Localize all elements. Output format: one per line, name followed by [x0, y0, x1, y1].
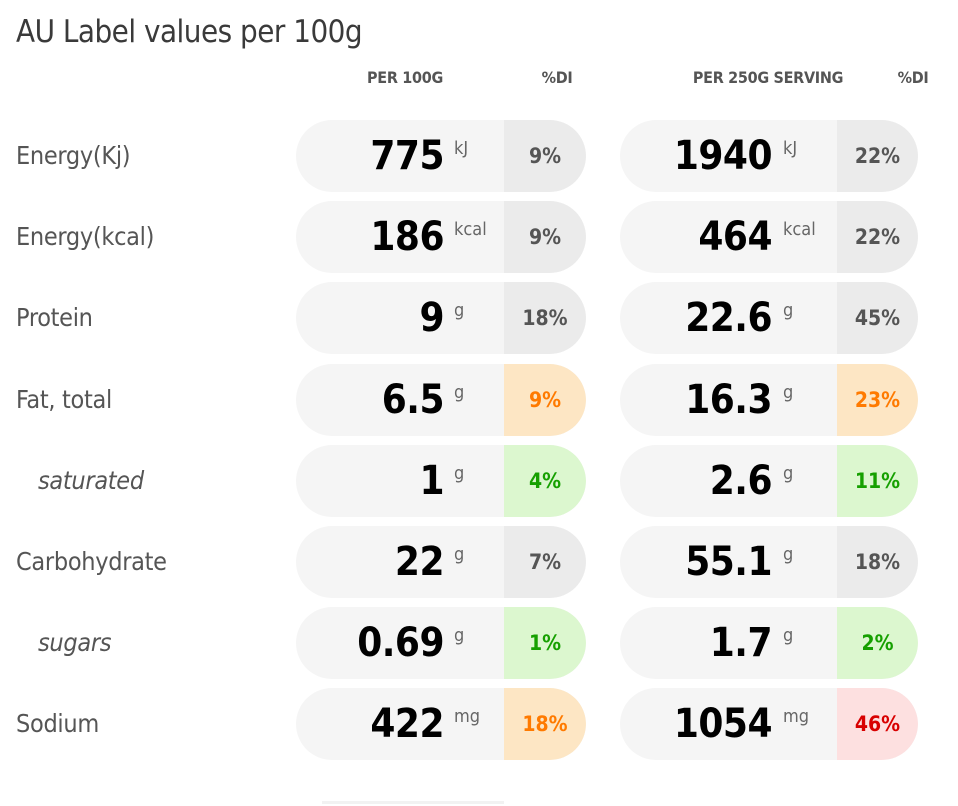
per-serving-value: 1.7 [709, 620, 773, 666]
per-serving-unit: g [783, 382, 794, 403]
per-100g-cell: 0.69 g 1% [296, 607, 586, 679]
per-100g-di-badge: 9% [504, 120, 586, 192]
per-100g-value: 0.69 [357, 620, 444, 666]
per-serving-di-badge: 18% [837, 526, 918, 598]
per-serving-cell: 16.3 g 23% [620, 364, 918, 436]
per-100g-cell: 422 mg 18% [296, 688, 586, 760]
per-serving-di-badge: 23% [837, 364, 918, 436]
column-header-di-100g: %DI [541, 68, 573, 87]
per-serving-cell: 55.1 g 18% [620, 526, 918, 598]
per-100g-cell: 6.5 g 9% [296, 364, 586, 436]
per-100g-unit: g [454, 300, 465, 321]
per-serving-di-badge: 11% [837, 445, 918, 517]
per-serving-unit: g [783, 300, 794, 321]
per-serving-unit: g [783, 544, 794, 565]
nutrient-row: Protein 9 g 18% 22.6 g 45% [0, 282, 958, 354]
per-100g-di-badge: 18% [504, 688, 586, 760]
per-serving-value: 464 [698, 214, 772, 260]
nutrient-row: Carbohydrate 22 g 7% 55.1 g 18% [0, 526, 958, 598]
nutrient-label: sugars [38, 628, 112, 657]
nutrient-row: saturated 1 g 4% 2.6 g 11% [0, 445, 958, 517]
per-serving-di-badge: 46% [837, 688, 918, 760]
per-serving-value: 1940 [673, 133, 773, 179]
per-100g-cell: 1 g 4% [296, 445, 586, 517]
per-serving-cell: 22.6 g 45% [620, 282, 918, 354]
per-100g-di-badge: 4% [504, 445, 586, 517]
per-100g-cell: 775 kJ 9% [296, 120, 586, 192]
per-serving-value: 2.6 [709, 458, 773, 504]
per-serving-unit: g [783, 625, 794, 646]
per-100g-unit: g [454, 625, 465, 646]
nutrient-label: saturated [38, 466, 144, 495]
per-serving-unit: kJ [783, 138, 798, 159]
per-serving-unit: g [783, 463, 794, 484]
per-serving-di-badge: 22% [837, 120, 918, 192]
per-serving-di-badge: 2% [837, 607, 918, 679]
per-serving-di-badge: 45% [837, 282, 918, 354]
per-serving-di-badge: 22% [837, 201, 918, 273]
per-100g-di-badge: 9% [504, 201, 586, 273]
per-100g-unit: mg [454, 706, 481, 727]
per-100g-value: 1 [419, 458, 444, 504]
per-100g-unit: g [454, 382, 465, 403]
per-100g-value: 6.5 [381, 377, 445, 423]
per-100g-cell: 186 kcal 9% [296, 201, 586, 273]
per-100g-unit: g [454, 544, 465, 565]
page-title: AU Label values per 100g [16, 14, 363, 50]
per-serving-unit: mg [783, 706, 810, 727]
per-serving-cell: 1940 kJ 22% [620, 120, 918, 192]
per-100g-unit: kJ [454, 138, 469, 159]
per-serving-cell: 2.6 g 11% [620, 445, 918, 517]
nutrient-label: Energy(kcal) [16, 222, 155, 251]
nutrient-label: Carbohydrate [16, 547, 167, 576]
nutrient-label: Energy(Kj) [16, 141, 131, 170]
per-100g-value: 9 [419, 295, 444, 341]
per-serving-cell: 1054 mg 46% [620, 688, 918, 760]
column-header-per-serving: PER 250G SERVING [692, 68, 844, 87]
per-100g-di-badge: 9% [504, 364, 586, 436]
per-serving-value: 22.6 [685, 295, 772, 341]
per-serving-cell: 1.7 g 2% [620, 607, 918, 679]
per-serving-value: 55.1 [685, 539, 772, 585]
per-100g-cell: 22 g 7% [296, 526, 586, 598]
column-header-per-100g: PER 100G [367, 68, 443, 87]
per-serving-unit: kcal [783, 219, 816, 240]
per-100g-di-badge: 1% [504, 607, 586, 679]
per-100g-value: 186 [370, 214, 444, 260]
nutrient-label: Sodium [16, 709, 99, 738]
per-100g-unit: g [454, 463, 465, 484]
nutrient-row: Energy(Kj) 775 kJ 9% 1940 kJ 22% [0, 120, 958, 192]
per-serving-cell: 464 kcal 22% [620, 201, 918, 273]
per-100g-cell: 9 g 18% [296, 282, 586, 354]
per-100g-value: 422 [370, 701, 444, 747]
per-100g-value: 775 [370, 133, 444, 179]
nutrient-row: sugars 0.69 g 1% 1.7 g 2% [0, 607, 958, 679]
nutrient-row: Sodium 422 mg 18% 1054 mg 46% [0, 688, 958, 760]
column-header-di-serving: %DI [897, 68, 929, 87]
nutrient-row: Energy(kcal) 186 kcal 9% 464 kcal 22% [0, 201, 958, 273]
per-serving-value: 16.3 [685, 377, 772, 423]
nutrient-label: Fat, total [16, 385, 112, 414]
per-100g-di-badge: 18% [504, 282, 586, 354]
nutrient-label: Protein [16, 303, 93, 332]
divider [322, 801, 504, 804]
per-serving-value: 1054 [673, 701, 773, 747]
per-100g-unit: kcal [454, 219, 487, 240]
per-100g-value: 22 [394, 539, 445, 585]
per-100g-di-badge: 7% [504, 526, 586, 598]
nutrient-row: Fat, total 6.5 g 9% 16.3 g 23% [0, 364, 958, 436]
